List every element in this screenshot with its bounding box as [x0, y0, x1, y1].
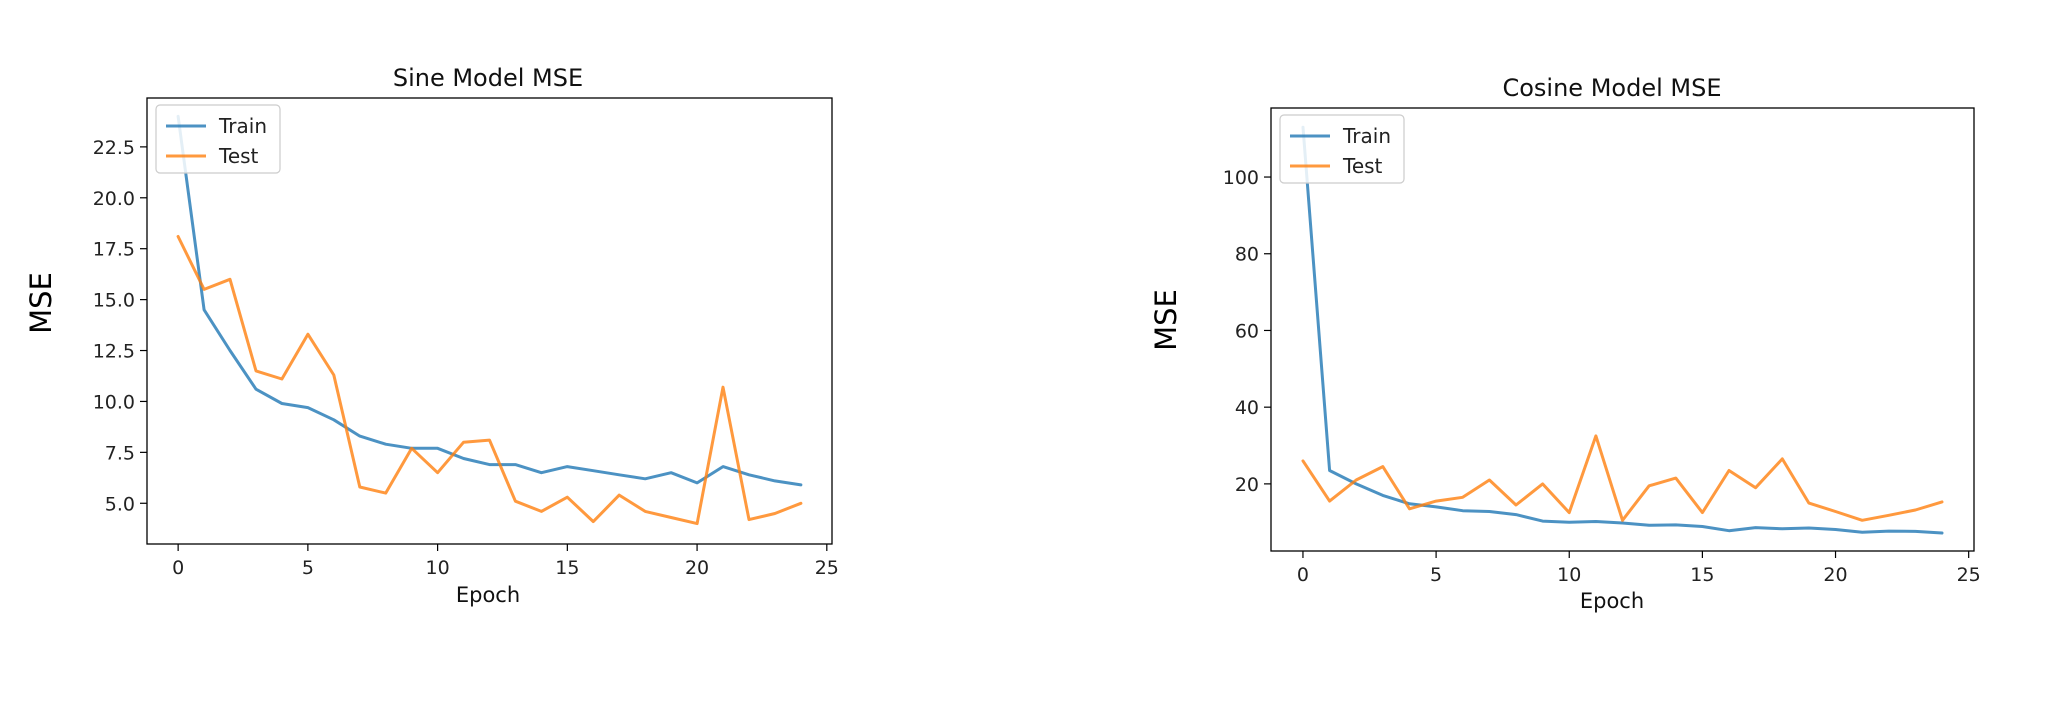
- cosine-x-tick-label: 5: [1430, 564, 1442, 586]
- sine-series-lines: [176, 114, 803, 526]
- sine-x-tick-label: 10: [426, 557, 450, 579]
- sine-x-axis-label: Epoch: [456, 583, 520, 607]
- sine-plot-frame: [146, 97, 833, 545]
- cosine-ticks: 0 5 10 15 20 25 20 40 60 80 100: [1223, 167, 1981, 586]
- cosine-chart: Cosine Model MSE MSE Epoch 0 5 10 15 20 25 20 4…: [1149, 74, 1981, 613]
- sine-y-tick-label: 7.5: [105, 442, 135, 464]
- sine-y-tick-label: 22.5: [93, 137, 135, 159]
- cosine-series-train-line: [1301, 125, 1944, 535]
- cosine-x-tick-label: 15: [1690, 564, 1714, 586]
- sine-x-tick-label: 15: [555, 557, 579, 579]
- sine-x-tick-label: 25: [815, 557, 839, 579]
- sine-legend-test-label: Test: [218, 144, 259, 168]
- cosine-x-axis-label: Epoch: [1580, 589, 1644, 613]
- sine-series-train-line: [176, 114, 803, 487]
- cosine-x-tick-label: 25: [1957, 564, 1981, 586]
- cosine-y-tick-label: 100: [1223, 167, 1259, 189]
- sine-x-tick-label: 5: [302, 557, 314, 579]
- cosine-y-tick-label: 40: [1235, 397, 1259, 419]
- cosine-series-test-line: [1301, 434, 1944, 522]
- sine-series-test-line: [176, 235, 803, 526]
- cosine-y-tick-label: 80: [1235, 244, 1259, 266]
- cosine-x-tick-label: 10: [1557, 564, 1581, 586]
- cosine-x-tick-label: 20: [1823, 564, 1847, 586]
- cosine-y-axis-label: MSE: [1149, 289, 1183, 351]
- sine-y-tick-label: 15.0: [93, 290, 135, 312]
- sine-legend-train-label: Train: [218, 114, 267, 138]
- sine-y-tick-label: 10.0: [93, 391, 135, 413]
- sine-legend: Train Test: [155, 104, 281, 174]
- cosine-series-lines: [1301, 125, 1944, 535]
- cosine-y-tick-label: 20: [1235, 474, 1259, 496]
- cosine-plot-frame: [1270, 107, 1975, 552]
- sine-x-tick-label: 20: [685, 557, 709, 579]
- cosine-chart-title: Cosine Model MSE: [1502, 74, 1721, 102]
- sine-x-tick-label: 0: [172, 557, 184, 579]
- sine-y-tick-label: 12.5: [93, 341, 135, 363]
- cosine-legend: Train Test: [1279, 114, 1405, 184]
- sine-ticks: 0 5 10 15 20 25 5.0 7.5 10.0 12.5 15.0 17.5 20.0 22.5: [93, 137, 839, 579]
- cosine-legend-train-label: Train: [1342, 124, 1391, 148]
- cosine-legend-test-label: Test: [1342, 154, 1383, 178]
- cosine-x-tick-label: 0: [1297, 564, 1309, 586]
- cosine-y-tick-label: 60: [1235, 320, 1259, 342]
- sine-y-axis-label: MSE: [24, 272, 58, 334]
- sine-y-tick-label: 17.5: [93, 239, 135, 261]
- sine-y-tick-label: 5.0: [105, 493, 135, 515]
- sine-chart: Sine Model MSE MSE Epoch 0 5 10 15 20 25 5.0 7.…: [24, 64, 839, 607]
- sine-chart-title: Sine Model MSE: [393, 64, 583, 92]
- sine-y-tick-label: 20.0: [93, 188, 135, 210]
